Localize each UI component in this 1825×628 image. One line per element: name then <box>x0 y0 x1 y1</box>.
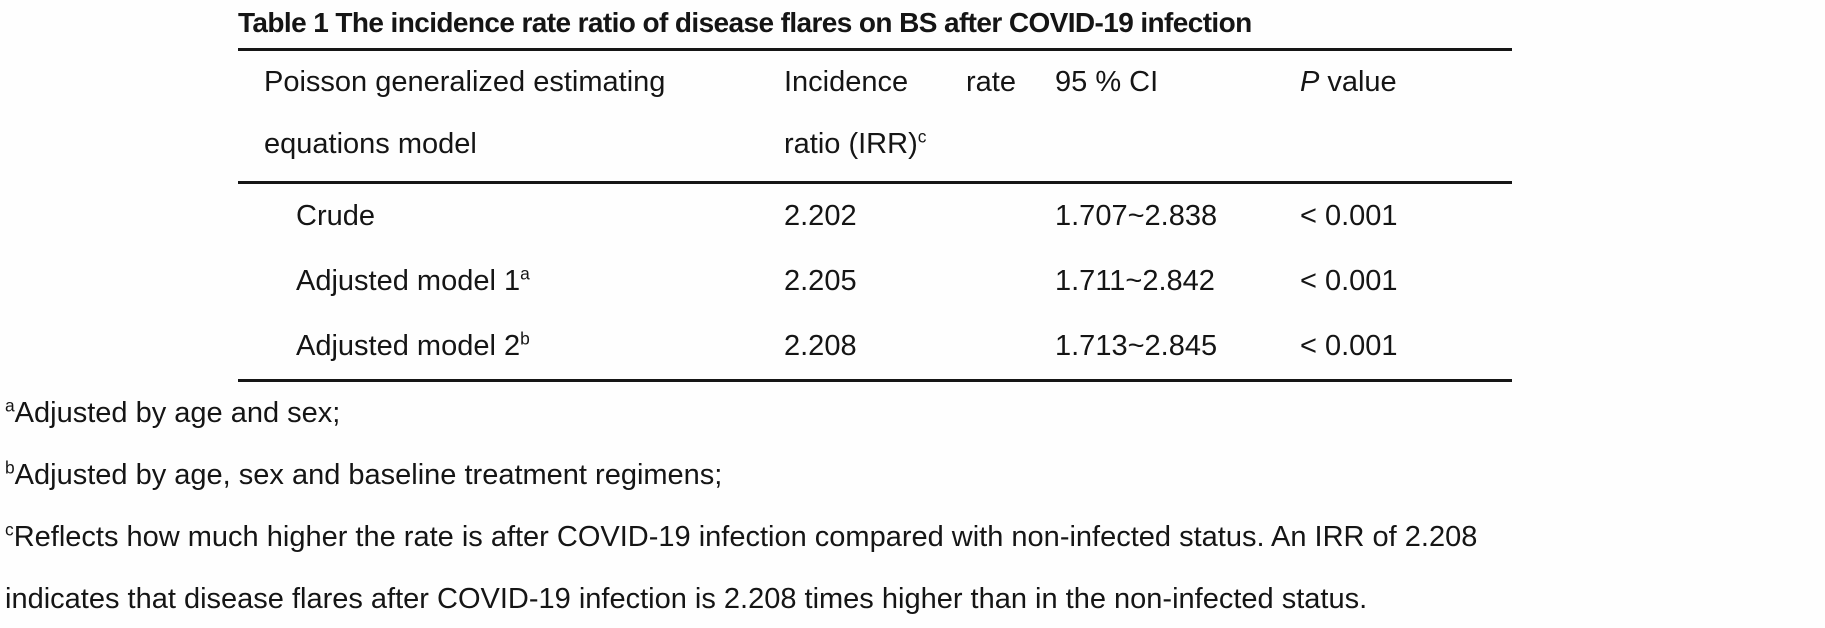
table-row: Crude 2.202 1.707~2.838 < 0.001 <box>238 184 1512 249</box>
table-row: Adjusted model 1a 2.205 1.711~2.842 < 0.… <box>238 249 1512 314</box>
row-label-text: Crude <box>296 200 375 232</box>
header-col-model: Poisson generalized estimating equations… <box>238 51 784 175</box>
footnote-text: indicates that disease flares after COVI… <box>5 583 1368 615</box>
row-ci-value: 1.707~2.838 <box>1055 200 1218 232</box>
header-pvalue-italic-p: P <box>1300 66 1320 98</box>
footnote-a: aAdjusted by age and sex; <box>5 382 1822 444</box>
row-irr-value: 2.208 <box>784 330 857 362</box>
row-ci-value: 1.713~2.845 <box>1055 330 1218 362</box>
row-ci-value: 1.711~2.842 <box>1055 265 1215 297</box>
footnote-marker: b <box>5 457 15 478</box>
header-col-irr-line2: ratio (IRR)c <box>784 113 1055 175</box>
row-label-superscript: b <box>520 328 530 349</box>
row-label: Adjusted model 1a <box>238 249 784 314</box>
footnote-marker: a <box>5 395 15 416</box>
table-body: Crude 2.202 1.707~2.838 < 0.001 Adjusted… <box>238 184 1512 379</box>
header-col-ci: 95 % CI <box>1055 66 1159 98</box>
footnote-b: bAdjusted by age, sex and baseline treat… <box>5 444 1822 506</box>
footnote-text: Adjusted by age, sex and baseline treatm… <box>14 459 723 491</box>
footnote-text: Adjusted by age and sex; <box>14 397 341 429</box>
row-label: Adjusted model 2b <box>238 314 784 379</box>
row-p-value: < 0.001 <box>1300 200 1398 232</box>
header-col-irr: Incidence rate ratio (IRR)c <box>784 51 1055 175</box>
header-irr-superscript: c <box>917 126 927 147</box>
header-pvalue-rest: value <box>1327 66 1397 98</box>
row-label: Crude <box>238 184 784 249</box>
header-irr-word1: Incidence <box>784 66 909 98</box>
header-irr-line2-text: ratio (IRR) <box>784 128 918 160</box>
row-label-text: Adjusted model 2 <box>296 330 521 362</box>
header-col-irr-line1: Incidence rate <box>784 51 1016 113</box>
table-footnotes: aAdjusted by age and sex; bAdjusted by a… <box>5 382 1822 628</box>
table-bottom-rule <box>238 379 1512 382</box>
table-top-rule <box>238 48 1512 51</box>
footnote-c-line2: indicates that disease flares after COVI… <box>5 568 1822 628</box>
row-label-superscript: a <box>520 263 530 284</box>
footnote-text: Reflects how much higher the rate is aft… <box>13 521 1478 553</box>
table-mid-rule <box>238 181 1512 184</box>
header-col-model-line2: equations model <box>264 128 477 160</box>
table-row: Adjusted model 2b 2.208 1.713~2.845 < 0.… <box>238 314 1512 379</box>
footnote-c-line1: cReflects how much higher the rate is af… <box>5 506 1822 568</box>
row-label-text: Adjusted model 1 <box>296 265 521 297</box>
header-irr-word2: rate <box>966 66 1016 98</box>
table-header-row: Poisson generalized estimating equations… <box>238 51 1512 181</box>
row-p-value: < 0.001 <box>1300 330 1398 362</box>
row-irr-value: 2.205 <box>784 265 857 297</box>
table-1: Table 1 The incidence rate ratio of dise… <box>238 0 1512 382</box>
row-irr-value: 2.202 <box>784 200 857 232</box>
footnote-marker: c <box>5 519 14 540</box>
header-col-model-line1: Poisson generalized estimating <box>264 66 666 98</box>
table-title: Table 1 The incidence rate ratio of dise… <box>238 7 1252 38</box>
row-p-value: < 0.001 <box>1300 265 1398 297</box>
